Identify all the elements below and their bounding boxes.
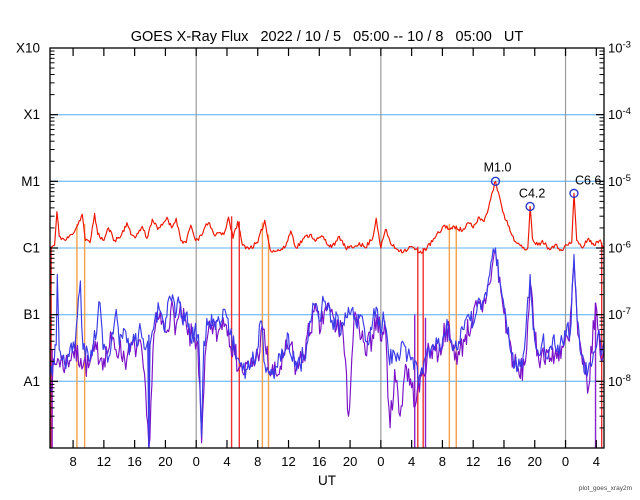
x-tick-label: 8 (69, 454, 76, 469)
x-axis-label: UT (318, 473, 336, 488)
right-axis-label: 10-3 (608, 40, 631, 56)
right-axis-label: 10-8 (608, 373, 631, 389)
left-axis-label: M1 (21, 174, 40, 189)
footer-note: plot_goes_xray2m (579, 485, 632, 492)
x-tick-label: 12 (281, 454, 295, 469)
x-tick-label: 20 (343, 454, 357, 469)
flare-marker (569, 188, 579, 199)
series-xray-short (50, 247, 604, 448)
flare-label: M1.0 (484, 160, 512, 174)
grid-layer (50, 48, 604, 448)
right-axis-label: 10-7 (608, 306, 631, 322)
left-axis-label: X1 (23, 107, 40, 122)
flare-marker (525, 201, 535, 212)
right-axis-label: 10-4 (608, 106, 631, 122)
flare-marker (490, 176, 501, 187)
annotation-layer: M1.0 C4.2 C6.6 (484, 160, 601, 212)
x-tick-label: 16 (312, 454, 326, 469)
series-xray-long (50, 180, 604, 254)
flare-label: C6.6 (575, 173, 601, 187)
x-tick-label: 8 (254, 454, 261, 469)
x-tick-label: 20 (528, 454, 542, 469)
x-tick-label: 4 (593, 454, 600, 469)
flare-label: C4.2 (519, 186, 545, 200)
x-tick-label: 16 (497, 454, 511, 469)
x-tick-label: 12 (466, 454, 480, 469)
x-tick-label: 16 (127, 454, 141, 469)
x-tick-label: 20 (158, 454, 172, 469)
event-lines-layer (50, 216, 603, 448)
left-axis-label: C1 (23, 241, 40, 256)
x-tick-label: 4 (223, 454, 230, 469)
series-layer (50, 180, 604, 448)
axis-layer: 8 12 16 20 0 4 8 12 16 20 0 4 8 12 16 20 0 4 X10 X1 M1 C1 B1 A1… (16, 40, 631, 470)
chart-title: GOES X-Ray Flux 2022 / 10 / 5 05:00 -- 1… (131, 29, 524, 45)
x-tick-label: 4 (408, 454, 415, 469)
left-axis-label: A1 (23, 374, 40, 389)
x-tick-label: 12 (97, 454, 111, 469)
x-tick-label: 8 (439, 454, 446, 469)
right-axis-label: 10-6 (608, 240, 631, 256)
x-tick-label: 0 (193, 454, 200, 469)
right-axis-label: 10-5 (608, 173, 631, 189)
left-axis-label: X10 (16, 41, 40, 56)
x-tick-label: 0 (562, 454, 569, 469)
left-axis-label: B1 (23, 307, 40, 322)
x-tick-label: 0 (377, 454, 384, 469)
series-xray-short-2 (50, 250, 604, 448)
